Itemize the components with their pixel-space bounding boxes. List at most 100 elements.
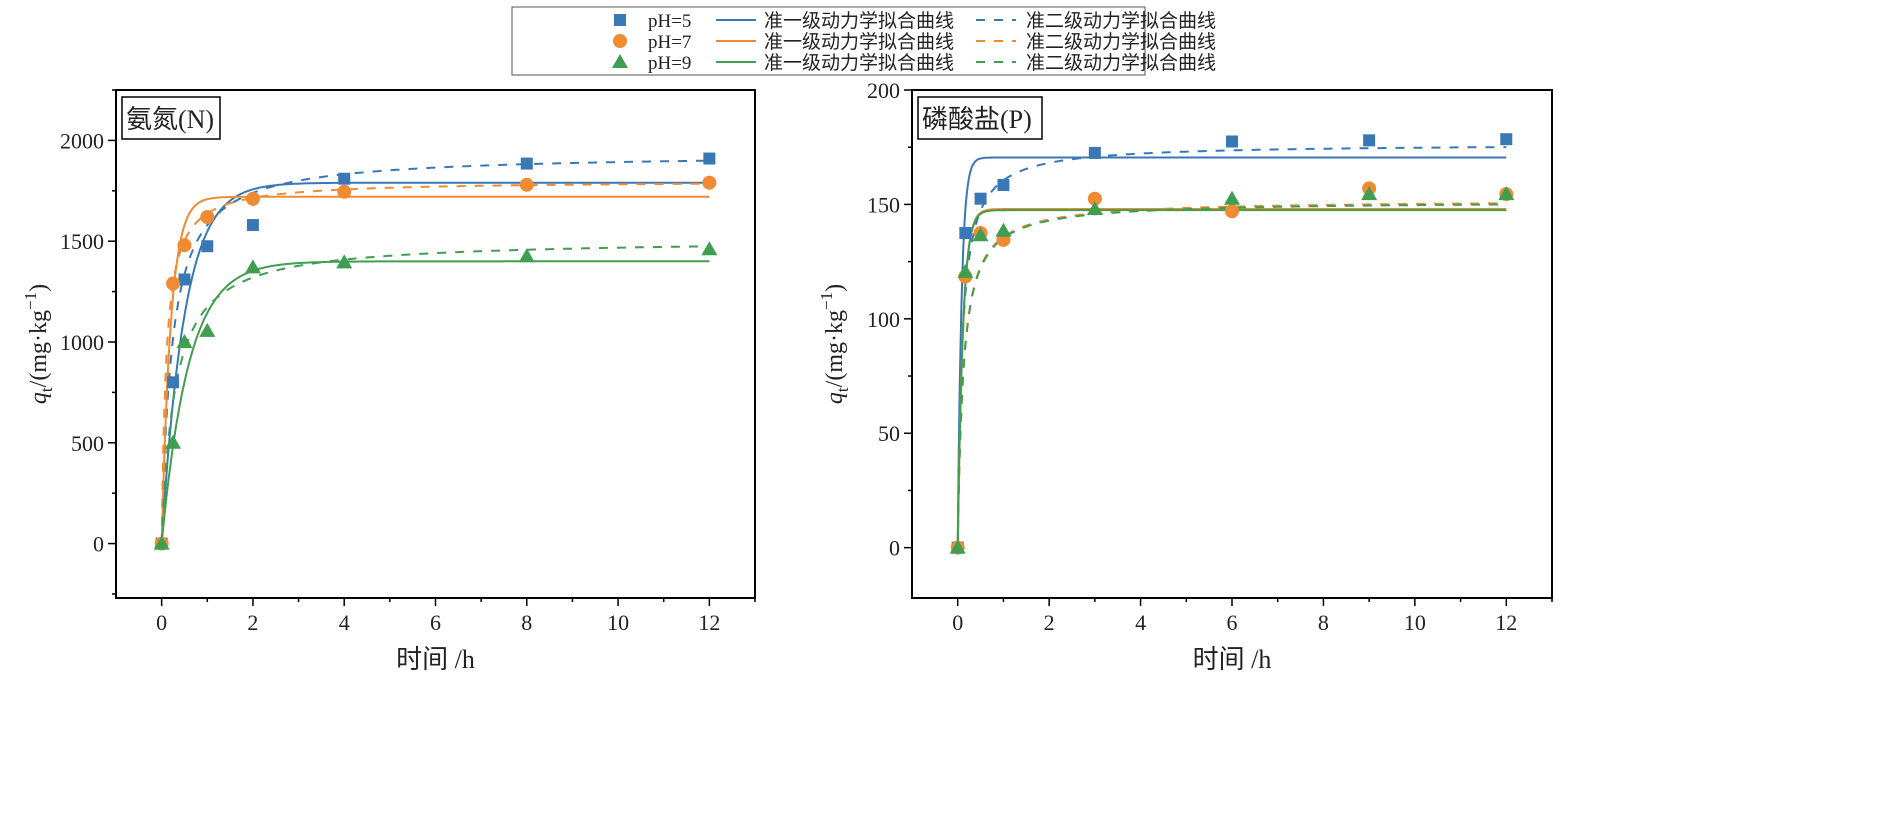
- x-tick-label: 2: [1044, 610, 1055, 635]
- data-point-pH=7: [337, 184, 352, 199]
- y-axis-label-close: ): [822, 284, 848, 292]
- legend-marker-pH=5: [614, 14, 626, 26]
- legend-label-pso: 准二级动力学拟合曲线: [1026, 10, 1216, 32]
- y-axis-label-sub: t: [833, 387, 852, 392]
- x-tick-label: 0: [952, 610, 963, 635]
- data-point-pH=9: [1498, 186, 1515, 201]
- legend-label-pfo: 准一级动力学拟合曲线: [764, 31, 954, 53]
- y-tick-label: 1000: [60, 330, 104, 355]
- y-tick-label: 500: [71, 431, 104, 456]
- pfo-fit-curve-pH=5: [160, 181, 710, 544]
- data-point-pH=5: [167, 376, 180, 389]
- panel-title: 磷酸盐(P): [922, 105, 1032, 134]
- panel-title-box: 磷酸盐(P): [917, 96, 1043, 140]
- y-tick-label: 50: [878, 421, 900, 446]
- legend-label-pso: 准二级动力学拟合曲线: [1026, 31, 1216, 53]
- y-axis-label-unit: /(mg·kg: [26, 310, 52, 387]
- x-axis-label: 时间 /h: [1193, 645, 1272, 674]
- data-point-pH=7: [519, 177, 534, 192]
- data-point-pH=7: [245, 191, 260, 206]
- data-point-pH=7: [1087, 191, 1102, 206]
- data-point-pH=9: [518, 248, 535, 263]
- pso-fit-curve-pH=7: [160, 182, 710, 544]
- x-tick-label: 0: [156, 610, 167, 635]
- data-point-pH=9: [199, 322, 216, 337]
- y-tick-label: 0: [93, 532, 104, 557]
- pso-fit-curve-pH=9: [956, 203, 1507, 548]
- panel-title-frame: [121, 96, 221, 140]
- x-tick-label: 10: [1404, 610, 1426, 635]
- data-point-pH=5: [1088, 146, 1101, 159]
- y-tick-label: 100: [867, 307, 900, 332]
- y-axis-label-sup: −1: [21, 292, 40, 310]
- data-point-pH=9: [336, 254, 353, 269]
- panel-title-frame: [917, 96, 1043, 140]
- panel-title-box: 氨氮(N): [121, 96, 221, 140]
- x-tick-label: 2: [247, 610, 258, 635]
- data-point-pH=7: [1225, 204, 1239, 219]
- pfo-fit-curve-pH=7: [956, 208, 1507, 548]
- data-point-pH=5: [201, 240, 214, 253]
- legend-label: pH=9: [648, 53, 691, 74]
- panel-ammonia-nitrogen: 0 2 4 6 8 10 12 0 500 1000 1500 2000 时间 /h qt/(mg·kg−…: [21, 89, 756, 674]
- x-tick-label: 4: [1135, 610, 1146, 635]
- y-axis-label-q: q: [822, 392, 848, 404]
- y-tick-label: 150: [867, 192, 900, 217]
- y-axis-label: qt/(mg·kg−1): [21, 284, 56, 404]
- data-point-pH=9: [153, 535, 170, 550]
- legend-label-pfo: 准一级动力学拟合曲线: [764, 10, 954, 32]
- data-point-pH=5: [1226, 135, 1238, 148]
- data-point-pH=7: [200, 210, 215, 224]
- pso-fit-curve-pH=9: [160, 245, 710, 544]
- legend-marker-pH=9: [612, 54, 628, 68]
- data-point-pH=5: [1363, 134, 1376, 147]
- legend-label: pH=5: [648, 11, 691, 32]
- y-axis-label-unit: /(mg·kg: [822, 310, 848, 387]
- x-tick-label: 12: [698, 610, 720, 635]
- y-axis-label: qt/(mg·kg−1): [817, 284, 852, 404]
- x-tick-label: 6: [430, 610, 441, 635]
- legend-label-pso: 准二级动力学拟合曲线: [1026, 52, 1216, 74]
- x-tick-label: 10: [607, 610, 629, 635]
- data-point-pH=7: [702, 175, 717, 190]
- y-axis-label-close: ): [26, 284, 52, 292]
- data-point-pH=5: [959, 227, 972, 240]
- pfo-fit-curve-pH=9: [956, 209, 1507, 548]
- data-point-pH=9: [244, 259, 261, 274]
- x-tick-label: 8: [521, 610, 532, 635]
- data-point-pH=9: [165, 434, 182, 449]
- panel-phosphate: 0 2 4 6 8 10 12 0 50 100 150 200 时间 /h qt/(mg·kg−1) 磷酸…: [817, 78, 1553, 674]
- data-point-pH=9: [972, 227, 989, 242]
- data-point-pH=9: [1361, 186, 1378, 201]
- x-axis-label: 时间 /h: [396, 645, 475, 674]
- data-point-pH=7: [177, 238, 192, 253]
- legend-marker-pH=7: [613, 34, 627, 48]
- data-point-pH=9: [1224, 190, 1240, 205]
- x-tick-label: 4: [339, 610, 350, 635]
- y-tick-label: 0: [889, 536, 900, 561]
- pso-fit-curve-pH=7: [956, 202, 1507, 548]
- pfo-fit-curve-pH=7: [160, 195, 710, 544]
- data-point-pH=7: [166, 276, 181, 291]
- x-tick-label: 12: [1495, 610, 1517, 635]
- data-point-pH=9: [957, 263, 974, 278]
- y-axis-label-sub: t: [37, 387, 56, 392]
- panel-title: 氨氮(N): [126, 105, 214, 134]
- y-tick-label: 200: [867, 78, 900, 103]
- data-point-pH=9: [949, 539, 966, 554]
- pfo-fit-curve-pH=5: [956, 156, 1507, 548]
- data-point-pH=5: [520, 157, 533, 170]
- plot-frame: [115, 89, 756, 599]
- data-point-pH=9: [701, 241, 718, 256]
- data-point-pH=9: [1086, 200, 1103, 215]
- data-point-pH=5: [338, 172, 351, 185]
- x-tick-label: 8: [1318, 610, 1329, 635]
- data-point-pH=5: [974, 192, 987, 205]
- legend-label-pfo: 准一级动力学拟合曲线: [764, 52, 954, 74]
- data-point-pH=9: [176, 333, 193, 348]
- data-point-pH=5: [178, 273, 191, 286]
- pso-fit-curve-pH=5: [160, 159, 710, 544]
- pso-fit-curve-pH=5: [956, 146, 1507, 548]
